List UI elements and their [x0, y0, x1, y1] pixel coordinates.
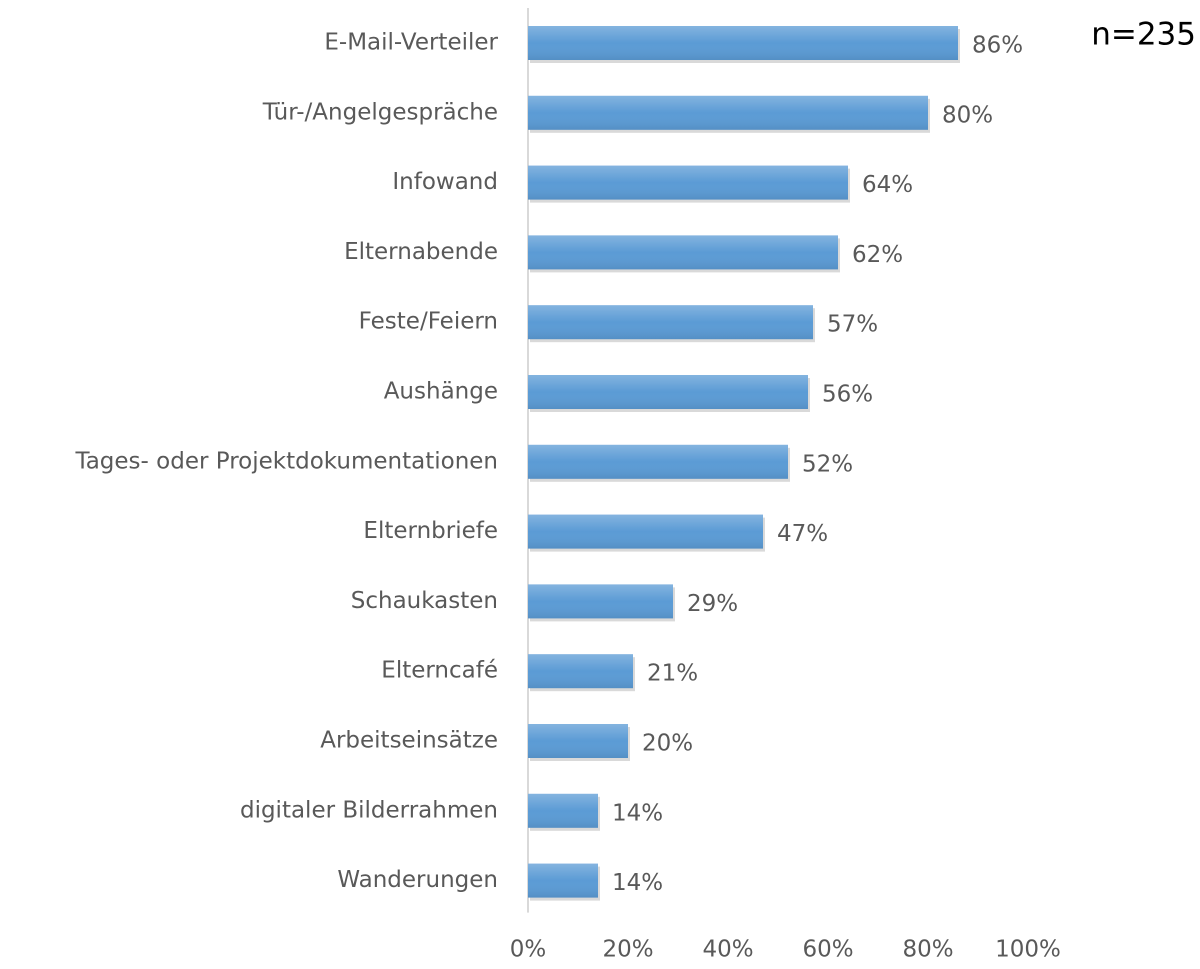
- bar-shine: [528, 444, 788, 479]
- category-label: Elternbriefe: [363, 518, 498, 544]
- bar-shine: [528, 165, 848, 200]
- value-label: 56%: [822, 382, 873, 408]
- x-tick-label: 100%: [995, 937, 1061, 963]
- value-label: 14%: [612, 870, 663, 896]
- bar-shine: [528, 305, 813, 340]
- category-label: Aushänge: [384, 379, 498, 405]
- value-label: 57%: [827, 312, 878, 338]
- category-label: Elternabende: [344, 239, 498, 265]
- bar-shine: [528, 26, 958, 60]
- bar-shine: [528, 654, 633, 689]
- bar-shine: [528, 724, 628, 758]
- value-label: 47%: [777, 521, 828, 547]
- x-tick-label: 20%: [602, 937, 653, 963]
- annotation: n=235: [1091, 17, 1196, 53]
- bar-shine: [528, 235, 838, 270]
- value-label: 14%: [612, 800, 663, 826]
- value-label: 52%: [802, 451, 853, 477]
- value-label: 21%: [647, 661, 698, 687]
- value-label: 62%: [852, 242, 903, 268]
- category-label: Schaukasten: [351, 588, 498, 614]
- category-label: digitaler Bilderrahmen: [240, 797, 498, 823]
- category-label: E-Mail-Verteiler: [324, 30, 498, 56]
- bar-shine: [528, 793, 598, 828]
- x-tick-label: 0%: [510, 937, 547, 963]
- value-label: 64%: [862, 172, 913, 198]
- bar-shine: [528, 95, 928, 130]
- category-label: Tages- oder Projektdokumentationen: [74, 448, 498, 474]
- bar-shine: [528, 375, 808, 409]
- category-label: Infowand: [392, 169, 498, 195]
- bar-shine: [528, 514, 763, 549]
- value-label: 86%: [972, 33, 1023, 59]
- category-label: Arbeitseinsätze: [320, 728, 498, 754]
- category-label: Elterncafé: [381, 658, 498, 684]
- category-label: Wanderungen: [337, 867, 498, 893]
- category-label: Tür-/Angelgespräche: [262, 99, 498, 125]
- x-tick-label: 80%: [902, 937, 953, 963]
- x-tick-label: 60%: [802, 937, 853, 963]
- bar-shine: [528, 863, 598, 898]
- category-label: Feste/Feiern: [359, 309, 498, 335]
- value-label: 29%: [687, 591, 738, 617]
- bar-shine: [528, 584, 673, 619]
- x-tick-label: 40%: [702, 937, 753, 963]
- value-label: 20%: [642, 731, 693, 757]
- value-label: 80%: [942, 102, 993, 128]
